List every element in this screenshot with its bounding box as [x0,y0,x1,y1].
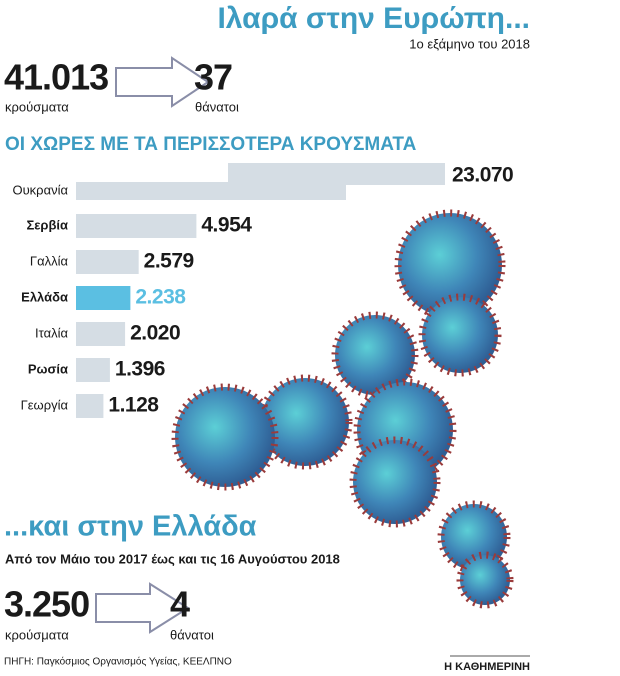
source: ΠΗΓΗ: Παγκόσμιος Οργανισμός Υγείας, ΚΕΕΛ… [4,656,232,668]
category-label: Ιταλία [35,325,68,340]
value-label: 2.020 [130,322,180,345]
section-title: ...και στην Ελλάδα [4,511,257,543]
value-label: 2.238 [135,286,186,309]
value-label: 1.396 [115,358,165,381]
category-label: Σερβία [26,217,68,232]
value-label: 23.070 [452,164,513,187]
bar [76,394,104,418]
brand: Η ΚΑΘΗΜΕΡΙΝΗ [444,661,530,673]
bar [228,163,445,185]
arrow [95,582,190,634]
subtitle: 1ο εξάμηνο του 2018 [409,36,530,51]
category-label: Γαλλία [30,253,69,268]
bar [76,322,126,346]
cases-number: 3.250 [4,584,89,625]
category-label: Ουκρανία [12,182,68,197]
bar [76,286,131,310]
bar-chart: Ουκρανία 23.070 Σερβία 4.954 Γαλλία 2.579 Ελλά… [12,163,514,418]
bar [76,182,346,200]
value-label: 2.579 [144,250,194,273]
cases-label: κρούσματα [5,627,69,642]
cases-number: 41.013 [4,57,108,98]
deaths-number: 37 [194,57,232,98]
virus-decoration [171,209,514,609]
category-label: Ελλάδα [21,289,68,304]
chart-title: ΟΙ ΧΩΡΕΣ ΜΕ ΤΑ ΠΕΡΙΣΣΟΤΕΡΑ ΚΡΟΥΣΜΑΤΑ [5,134,417,155]
section-subtitle: Από τον Μάιο του 2017 έως και τις 16 Αυγ… [5,551,340,566]
category-label: Ρωσία [28,361,68,376]
value-label: 4.954 [201,214,252,237]
value-label: 1.128 [108,394,159,417]
deaths-label: θάνατοι [170,627,214,642]
bar [76,358,110,382]
title: Ιλαρά στην Ευρώπη... [217,2,530,35]
deaths-label: θάνατοι [195,99,239,114]
category-label: Γεωργία [21,397,69,412]
bar [76,214,197,238]
bar [76,250,139,274]
deaths-number: 4 [170,584,190,625]
cases-label: κρούσματα [5,99,69,114]
arrow [115,56,210,108]
